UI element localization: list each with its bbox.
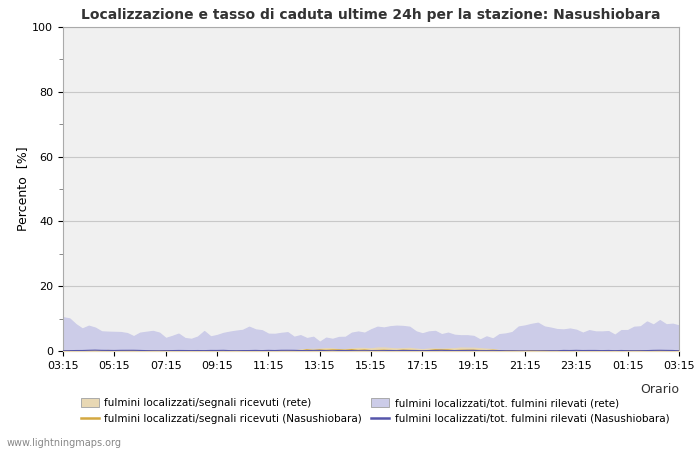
Y-axis label: Percento  [%]: Percento [%] [17,147,29,231]
Legend: fulmini localizzati/segnali ricevuti (rete), fulmini localizzati/segnali ricevut: fulmini localizzati/segnali ricevuti (re… [80,398,669,423]
Text: www.lightningmaps.org: www.lightningmaps.org [7,438,122,448]
Title: Localizzazione e tasso di caduta ultime 24h per la stazione: Nasushiobara: Localizzazione e tasso di caduta ultime … [81,8,661,22]
Text: Orario: Orario [640,383,679,396]
